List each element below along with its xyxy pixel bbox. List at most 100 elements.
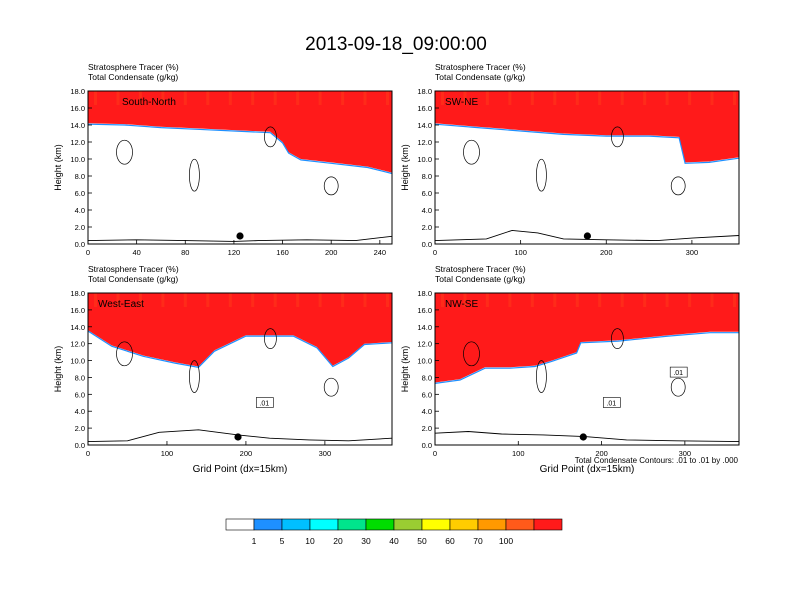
panels: Stratosphere Tracer (%)Total Condensate …	[53, 62, 740, 475]
y-tick-label: 12.0	[417, 340, 432, 349]
condensate-contour	[189, 158, 200, 192]
y-tick-label: 6.0	[422, 390, 432, 399]
condensate-contour	[611, 126, 624, 148]
condensate-contour	[611, 328, 624, 349]
tracer-streak	[598, 91, 602, 105]
y-tick-label: 12.0	[417, 138, 432, 147]
colorbar-level-label: 50	[417, 536, 427, 546]
y-tick-label: 16.0	[417, 104, 432, 113]
tracer-streak	[620, 91, 624, 105]
y-tick-label: 2.0	[422, 223, 432, 232]
contour-label-box	[255, 397, 274, 408]
tracer-streak	[441, 91, 444, 105]
tracer-streak	[553, 293, 557, 307]
tracer-streak	[116, 91, 120, 105]
condensate-contour	[670, 176, 686, 196]
tracer-streak	[138, 91, 142, 105]
tracer-streak	[530, 91, 534, 105]
tracer-streak	[508, 91, 512, 105]
y-tick-label: 4.0	[75, 407, 85, 416]
tracer-streak	[228, 293, 232, 307]
panel-4: Stratosphere Tracer (%)Total Condensate …	[400, 264, 740, 475]
tracer-streak	[441, 293, 444, 307]
x-tick-label: 300	[319, 449, 332, 458]
tracer-streak	[341, 91, 345, 105]
tracer-streak	[485, 91, 489, 105]
y-axis-label: Height (km)	[53, 346, 63, 393]
tracer-streak	[138, 293, 142, 307]
x-tick-label: 100	[512, 449, 525, 458]
colorbar-level-label: 70	[473, 536, 483, 546]
condensate-contour	[323, 377, 339, 397]
panel-heading-condensate: Total Condensate (g/kg)	[435, 274, 525, 284]
y-tick-label: 0.0	[75, 240, 85, 249]
tracer-streak	[251, 293, 255, 307]
y-tick-label: 14.0	[417, 121, 432, 130]
tracer-streak	[665, 293, 669, 307]
tracer-streak	[733, 293, 736, 307]
panel-3: Stratosphere Tracer (%)Total Condensate …	[53, 264, 393, 475]
condensate-contour	[670, 377, 686, 397]
colorbar: 1 5 10 20 30 40 50 60 70 100	[225, 518, 563, 546]
condensate-contour	[323, 176, 339, 196]
tracer-band	[435, 91, 739, 163]
panel-heading-tracer: Stratosphere Tracer (%)	[88, 62, 179, 72]
y-tick-label: 4.0	[422, 206, 432, 215]
tracer-streak	[485, 293, 489, 307]
condensate-contour	[116, 341, 133, 367]
y-tick-label: 16.0	[70, 104, 85, 113]
colorbar-swatch	[225, 518, 255, 531]
tracer-streak	[710, 293, 714, 307]
colorbar-swatch	[421, 518, 451, 531]
x-tick-label: 300	[686, 248, 699, 257]
x-tick-label: 100	[161, 449, 174, 458]
y-tick-label: 12.0	[70, 138, 85, 147]
x-tick-label: 0	[86, 449, 90, 458]
y-tick-label: 8.0	[422, 373, 432, 382]
tracer-streak	[296, 91, 300, 105]
figure-title: 2013-09-18_09:00:00	[305, 34, 487, 55]
x-axis-label: Grid Point (dx=15km)	[540, 464, 635, 475]
panel-heading-condensate: Total Condensate (g/kg)	[88, 72, 178, 82]
y-tick-label: 14.0	[70, 121, 85, 130]
panel-label: West-East	[98, 299, 144, 310]
x-tick-label: 240	[374, 248, 387, 257]
tracer-streak	[575, 91, 579, 105]
tracer-streak	[575, 293, 579, 307]
panel-label: SW-NE	[445, 97, 478, 108]
colorbar-swatch	[477, 518, 507, 531]
tracer-streak	[598, 293, 602, 307]
tracer-streak	[183, 91, 187, 105]
condensate-contour	[463, 341, 480, 367]
plot-frame	[434, 292, 740, 446]
colorbar-level-label: 1	[252, 536, 257, 546]
x-tick-label: 200	[325, 248, 338, 257]
panel-heading-tracer: Stratosphere Tracer (%)	[435, 62, 526, 72]
y-tick-label: 10.0	[417, 357, 432, 366]
x-tick-label: 120	[228, 248, 241, 257]
y-tick-label: 14.0	[70, 323, 85, 332]
condensate-contour	[463, 139, 480, 165]
colorbar-level-label: 30	[361, 536, 371, 546]
tracer-band	[88, 293, 392, 367]
tracer-streak	[94, 91, 97, 105]
tracer-streak	[530, 293, 534, 307]
tracer-streak	[643, 91, 647, 105]
plot-area: .01 .01	[435, 293, 739, 445]
terrain-line	[88, 235, 392, 242]
tracer-streak	[161, 293, 165, 307]
tracer-streak	[251, 91, 255, 105]
tracer-streak	[553, 91, 557, 105]
tracer-streak	[620, 293, 624, 307]
y-tick-label: 18.0	[70, 289, 85, 298]
colorbar-swatch	[533, 518, 563, 531]
contour-footnote: Total Condensate Contours: .01 to .01 by…	[575, 456, 739, 465]
colorbar-level-label: 60	[445, 536, 455, 546]
tracer-streak	[296, 293, 300, 307]
contour-label-box	[669, 366, 688, 378]
tracer-streak	[386, 293, 389, 307]
x-tick-label: 80	[181, 248, 189, 257]
colorbar-swatch	[281, 518, 311, 531]
y-tick-label: 14.0	[417, 323, 432, 332]
